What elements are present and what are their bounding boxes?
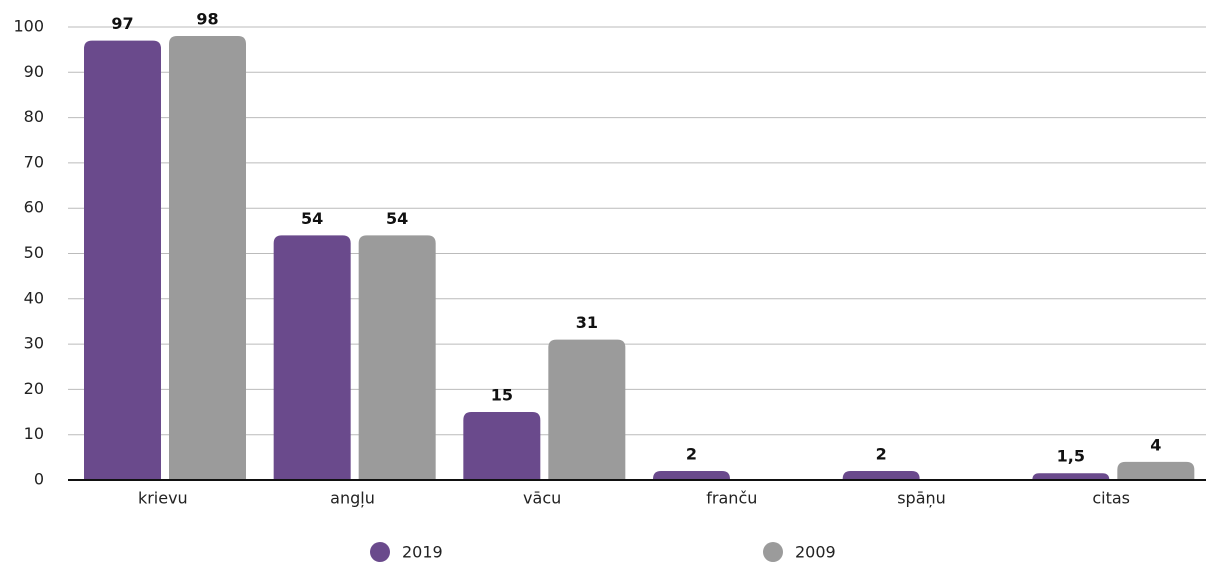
legend-marker bbox=[763, 542, 783, 562]
x-tick-label: spāņu bbox=[897, 489, 946, 508]
y-tick-label: 70 bbox=[24, 152, 44, 171]
bar bbox=[653, 470, 730, 480]
value-label: 97 bbox=[111, 14, 133, 33]
y-tick-label: 50 bbox=[24, 243, 44, 262]
bar bbox=[84, 40, 161, 481]
y-tick-label: 60 bbox=[24, 198, 44, 217]
bar bbox=[273, 235, 351, 480]
bar bbox=[1117, 461, 1195, 480]
y-tick-label: 30 bbox=[24, 334, 44, 353]
legend-marker bbox=[370, 542, 390, 562]
value-label: 98 bbox=[196, 10, 218, 29]
bar bbox=[358, 235, 436, 480]
value-label: 15 bbox=[491, 386, 513, 405]
value-label: 54 bbox=[301, 209, 323, 228]
x-tick-label: citas bbox=[1092, 489, 1130, 508]
bar bbox=[1032, 473, 1110, 480]
bar bbox=[463, 412, 541, 480]
value-label: 54 bbox=[386, 209, 408, 228]
y-tick-label: 100 bbox=[13, 17, 44, 36]
y-tick-label: 0 bbox=[34, 470, 44, 489]
bar bbox=[169, 36, 246, 481]
y-tick-label: 40 bbox=[24, 288, 44, 307]
value-label: 2 bbox=[876, 444, 887, 463]
bar bbox=[842, 470, 920, 480]
y-tick-label: 90 bbox=[24, 62, 44, 81]
x-tick-label: krievu bbox=[138, 489, 188, 508]
legend-label: 2009 bbox=[795, 543, 836, 562]
y-tick-label: 80 bbox=[24, 107, 44, 126]
value-label: 1,5 bbox=[1057, 447, 1085, 466]
value-label: 4 bbox=[1150, 435, 1161, 454]
value-label: 2 bbox=[686, 444, 697, 463]
value-label: 31 bbox=[576, 313, 598, 332]
x-tick-label: angļu bbox=[330, 489, 375, 508]
legend-label: 2019 bbox=[402, 543, 443, 562]
y-tick-label: 20 bbox=[24, 379, 44, 398]
x-tick-label: franču bbox=[706, 489, 757, 508]
y-tick-label: 10 bbox=[24, 424, 44, 443]
bar bbox=[548, 339, 626, 480]
x-tick-label: vācu bbox=[523, 489, 561, 508]
